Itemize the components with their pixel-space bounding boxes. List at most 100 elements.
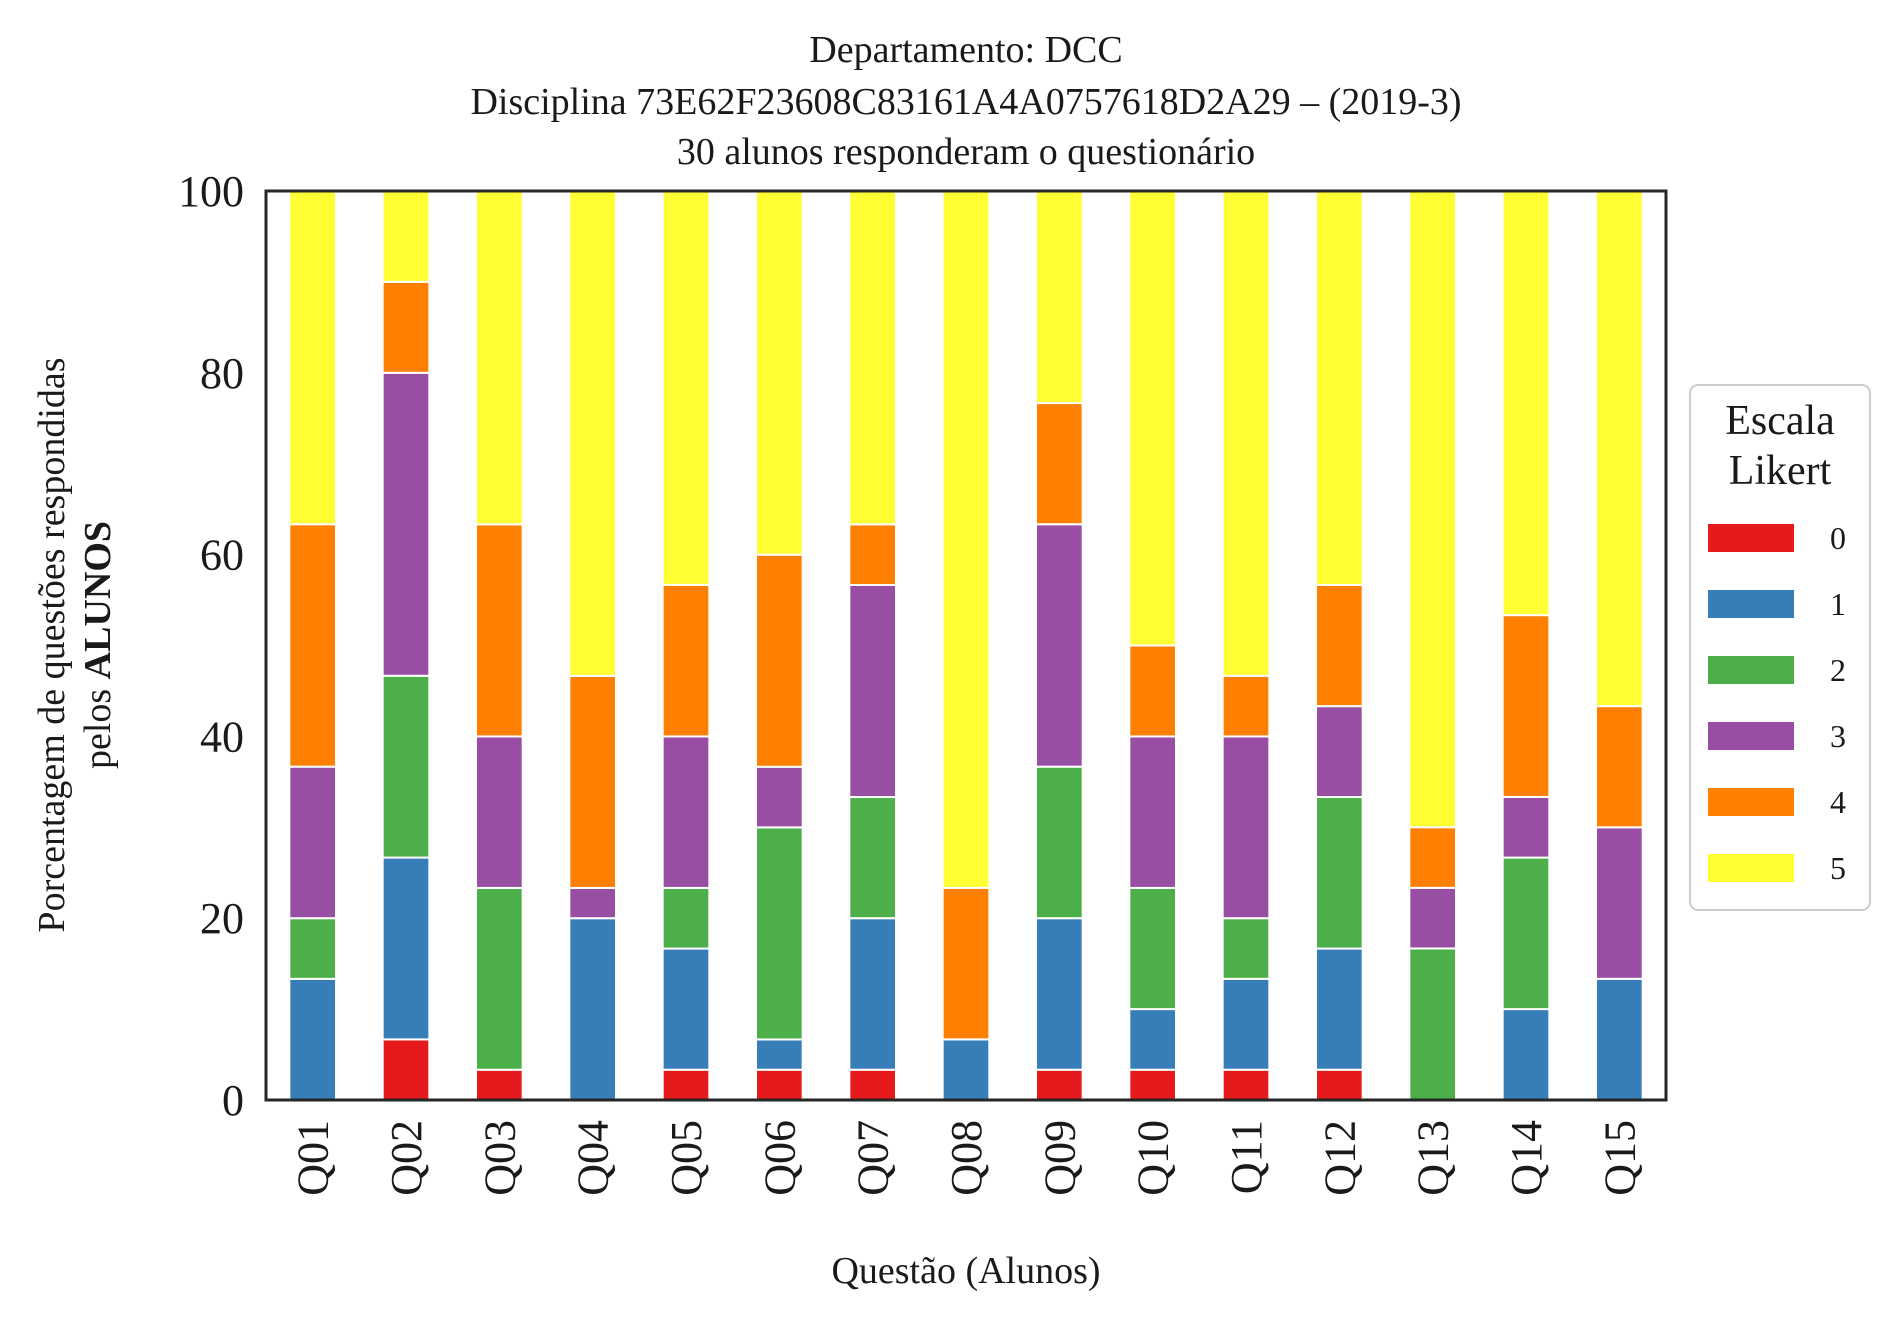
y-tick-label-100: 100	[178, 167, 244, 216]
x-tick-label-q07: Q07	[849, 1120, 898, 1196]
title-line-3: 30 alunos responderam o questionário	[677, 131, 1255, 173]
bar-q02-level-2	[381, 674, 431, 859]
bar-q03-level-3	[475, 735, 524, 889]
bar-q13-level-5	[1408, 189, 1458, 829]
bar-q14-level-4	[1501, 614, 1551, 798]
bar-q05-level-5	[661, 190, 711, 586]
bar-q04-level-3	[568, 886, 617, 920]
chart-title: Departamento: DCC Disciplina 73E62F23608…	[470, 29, 1461, 173]
x-tick-label-q05: Q05	[662, 1120, 711, 1196]
bar-q07-level-4	[848, 523, 897, 586]
bar-q05-level-3	[661, 735, 711, 889]
bar-q09-level-5	[1035, 190, 1084, 405]
legend-items: 0 1 2 3 4 5	[1708, 520, 1846, 886]
legend: Escala Likert 0 1 2 3 4 5	[1689, 384, 1871, 911]
bar-q02-level-1	[381, 856, 431, 1041]
bar-q04-level-5	[568, 190, 617, 677]
x-tick-label-q09: Q09	[1035, 1120, 1084, 1196]
bar-q03-level-2	[475, 886, 524, 1071]
bar-q10-level-0	[1128, 1068, 1178, 1102]
bar-q06-level-0	[755, 1068, 804, 1102]
bar-q10-level-2	[1128, 886, 1178, 1011]
bar-q05-level-0	[661, 1068, 711, 1102]
bar-q05-level-1	[661, 947, 711, 1071]
bar-q07-level-3	[848, 583, 897, 799]
y-tick-label-60: 60	[200, 531, 244, 580]
bar-q12-level-5	[1315, 190, 1364, 586]
bar-q06-level-4	[755, 553, 804, 768]
legend-swatch-0	[1708, 524, 1794, 552]
bar-q14-level-2	[1501, 856, 1551, 1011]
bar-q09-level-4	[1035, 402, 1084, 526]
legend-swatch-3	[1708, 722, 1794, 750]
bar-q10-level-4	[1128, 644, 1178, 738]
y-tick-label-40: 40	[200, 712, 244, 761]
legend-title-line-2: Likert	[1729, 448, 1832, 494]
bar-q04-level-1	[568, 917, 617, 1102]
bar-q11-level-2	[1221, 917, 1271, 980]
title-line-1: Departamento: DCC	[809, 29, 1122, 71]
bars	[288, 189, 1644, 1102]
x-tick-label-q11: Q11	[1222, 1120, 1271, 1194]
bar-q01-level-5	[288, 189, 338, 526]
bar-q01-level-3	[288, 765, 338, 920]
bar-q12-level-1	[1315, 947, 1364, 1071]
bar-q02-level-3	[381, 371, 431, 677]
y-axis-label: Porcentagem de questões respondidas pelo…	[31, 357, 119, 932]
bar-q01-level-4	[288, 523, 338, 768]
bar-q01-level-2	[288, 917, 338, 980]
bar-q04-level-4	[568, 674, 617, 889]
bar-q07-level-2	[848, 796, 897, 920]
bar-q02-level-4	[381, 280, 431, 374]
x-tick-label-q14: Q14	[1502, 1120, 1551, 1196]
bar-q07-level-0	[848, 1068, 897, 1102]
x-tick-label-q06: Q06	[755, 1120, 804, 1196]
legend-title-line-1: Escala	[1725, 398, 1835, 444]
legend-label-4: 4	[1830, 784, 1846, 820]
bar-q06-level-2	[755, 826, 804, 1041]
x-tick-label-q12: Q12	[1315, 1120, 1364, 1196]
legend-swatch-1	[1708, 590, 1794, 618]
legend-swatch-4	[1708, 788, 1794, 816]
legend-label-1: 1	[1830, 586, 1846, 622]
bar-q01-level-1	[288, 977, 338, 1102]
y-axis-label-bold: ALUNOS	[77, 521, 119, 679]
x-axis-label: Questão (Alunos)	[831, 1250, 1100, 1292]
bar-q09-level-0	[1035, 1068, 1084, 1102]
legend-frame	[1689, 384, 1871, 911]
legend-label-5: 5	[1830, 850, 1846, 886]
x-tick-label-q15: Q15	[1595, 1120, 1644, 1196]
bar-q03-level-5	[475, 190, 524, 526]
bar-q10-level-5	[1128, 190, 1178, 647]
bar-q06-level-3	[755, 765, 804, 829]
title-line-2: Disciplina 73E62F23608C83161A4A0757618D2…	[470, 81, 1461, 123]
bar-q13-level-4	[1408, 826, 1458, 889]
bar-q12-level-4	[1315, 583, 1364, 708]
bar-q09-level-2	[1035, 765, 1084, 920]
bar-q15-level-1	[1595, 977, 1644, 1102]
bar-q12-level-0	[1315, 1068, 1364, 1102]
y-axis-label-prefix: pelos	[77, 679, 119, 769]
bar-q11-level-4	[1221, 674, 1271, 738]
plot-frame	[264, 189, 1668, 1102]
bar-q02-level-0	[381, 1038, 431, 1102]
y-axis-label-line-1: Porcentagem de questões respondidas	[31, 357, 73, 932]
bar-q14-level-5	[1501, 189, 1551, 617]
legend-label-3: 3	[1830, 718, 1846, 754]
legend-label-0: 0	[1830, 520, 1846, 556]
x-tick-label-q03: Q03	[475, 1120, 524, 1196]
x-tick-label-q04: Q04	[569, 1120, 618, 1196]
bar-q13-level-3	[1408, 886, 1458, 950]
x-tick-label-q01: Q01	[289, 1120, 338, 1196]
bar-q11-level-1	[1221, 977, 1271, 1071]
bar-q15-level-3	[1595, 826, 1644, 980]
bar-q08-level-1	[941, 1038, 991, 1102]
y-axis-ticks: 0 20 40 60 80 100	[178, 167, 244, 1125]
bar-q08-level-4	[941, 886, 991, 1041]
x-tick-label-q08: Q08	[942, 1120, 991, 1196]
bar-q11-level-3	[1221, 735, 1271, 920]
legend-swatch-5	[1708, 854, 1794, 882]
bar-q07-level-5	[848, 190, 897, 526]
bar-q08-level-5	[941, 189, 991, 889]
